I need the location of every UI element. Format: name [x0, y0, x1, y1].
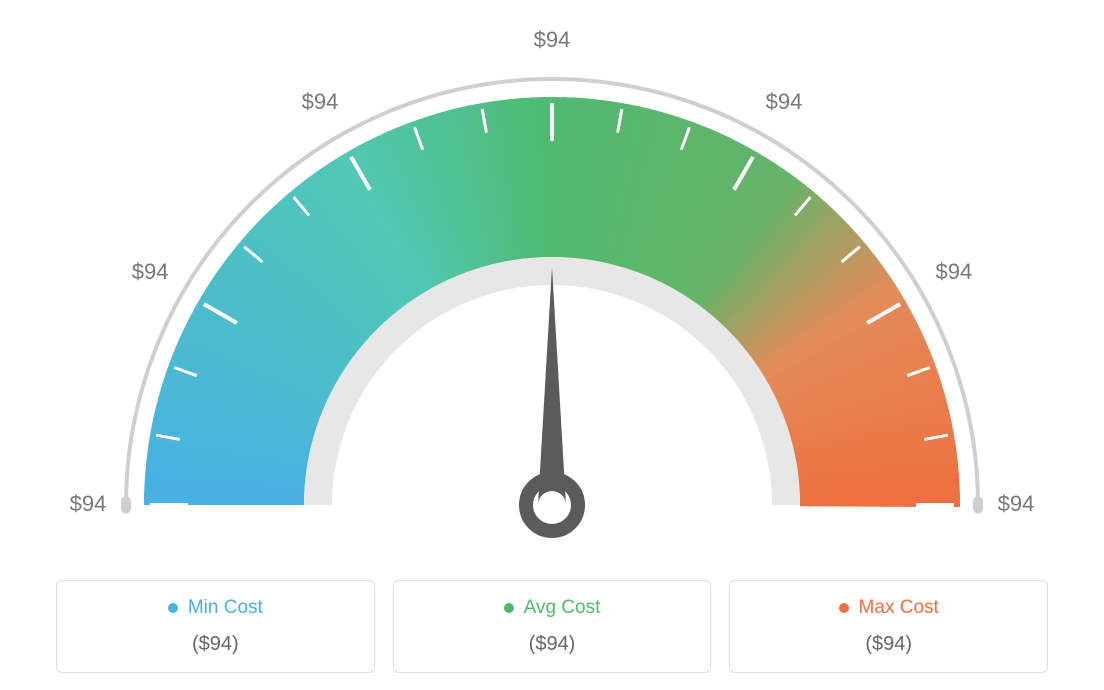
legend-dot-avg [504, 603, 514, 613]
svg-text:$94: $94 [132, 259, 169, 284]
gauge-svg: $94 $94 $94 $94 $94 $94 $94 [0, 0, 1104, 560]
legend-box-avg: Avg Cost ($94) [393, 580, 712, 673]
legend-box-min: Min Cost ($94) [56, 580, 375, 673]
legend-box-max: Max Cost ($94) [729, 580, 1048, 673]
svg-text:$94: $94 [70, 491, 107, 516]
svg-text:$94: $94 [998, 491, 1035, 516]
legend-dot-max [839, 603, 849, 613]
legend-dot-min [168, 603, 178, 613]
legend-value-min: ($94) [77, 633, 354, 656]
legend-label-max: Max Cost [839, 597, 939, 619]
svg-text:$94: $94 [935, 259, 972, 284]
legend-row: Min Cost ($94) Avg Cost ($94) Max Cost (… [56, 580, 1048, 673]
legend-label-avg: Avg Cost [504, 597, 601, 619]
legend-value-avg: ($94) [414, 633, 691, 656]
svg-text:$94: $94 [534, 27, 571, 52]
legend-text-max: Max Cost [859, 597, 939, 619]
legend-text-avg: Avg Cost [524, 597, 601, 619]
svg-text:$94: $94 [302, 89, 339, 114]
legend-text-min: Min Cost [188, 597, 263, 619]
legend-value-max: ($94) [750, 633, 1027, 656]
svg-text:$94: $94 [766, 89, 803, 114]
gauge-chart: $94 $94 $94 $94 $94 $94 $94 [0, 0, 1104, 560]
legend-label-min: Min Cost [168, 597, 263, 619]
